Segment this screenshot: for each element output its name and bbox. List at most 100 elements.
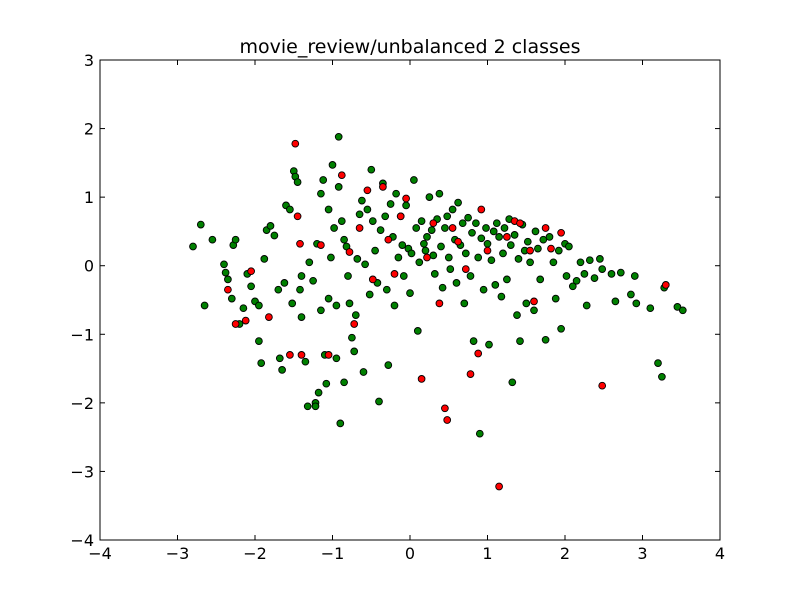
data-point bbox=[534, 244, 542, 253]
data-point bbox=[332, 354, 341, 363]
data-point bbox=[296, 285, 304, 294]
data-point bbox=[545, 233, 554, 241]
data-point bbox=[291, 139, 300, 148]
data-point bbox=[417, 217, 426, 225]
data-point bbox=[554, 246, 563, 255]
data-point bbox=[562, 272, 571, 280]
data-point bbox=[551, 294, 560, 303]
plot-frame bbox=[99, 59, 721, 541]
data-point bbox=[314, 388, 323, 397]
data-point bbox=[371, 246, 379, 255]
data-point bbox=[309, 276, 317, 285]
data-point bbox=[522, 299, 531, 308]
data-point bbox=[376, 226, 385, 234]
data-point bbox=[363, 186, 372, 195]
data-point bbox=[297, 313, 306, 321]
data-point bbox=[359, 368, 368, 376]
data-point bbox=[590, 274, 599, 282]
data-point bbox=[580, 270, 589, 278]
data-point bbox=[485, 340, 493, 349]
data-point bbox=[337, 217, 346, 225]
data-point bbox=[469, 337, 478, 345]
data-point bbox=[514, 255, 523, 263]
data-point bbox=[274, 285, 283, 294]
y-tick-label: −4 bbox=[70, 531, 94, 550]
data-point bbox=[327, 253, 335, 262]
data-point bbox=[430, 270, 439, 278]
data-point bbox=[466, 370, 475, 378]
data-point bbox=[363, 205, 372, 214]
data-point bbox=[557, 324, 565, 333]
data-point bbox=[319, 176, 328, 184]
data-point bbox=[311, 402, 320, 411]
x-tick-label: −3 bbox=[166, 544, 190, 563]
data-point bbox=[435, 189, 444, 198]
data-point bbox=[375, 397, 383, 406]
data-point bbox=[396, 212, 405, 221]
data-point bbox=[568, 282, 577, 291]
data-point bbox=[402, 194, 410, 203]
data-point bbox=[278, 366, 286, 374]
data-point bbox=[464, 213, 472, 222]
data-point bbox=[407, 249, 416, 258]
data-point bbox=[510, 231, 519, 239]
data-point bbox=[208, 235, 217, 244]
data-point bbox=[410, 176, 418, 184]
data-point bbox=[351, 311, 360, 319]
data-point bbox=[427, 226, 436, 234]
x-tick-label: −4 bbox=[88, 544, 112, 563]
data-point bbox=[678, 306, 687, 315]
x-tick-label: 1 bbox=[482, 544, 492, 563]
data-point bbox=[508, 378, 517, 387]
data-point bbox=[421, 246, 430, 255]
data-point bbox=[549, 258, 558, 267]
data-point bbox=[598, 381, 607, 390]
data-point bbox=[297, 351, 306, 359]
data-point bbox=[390, 301, 399, 310]
data-point bbox=[437, 242, 445, 251]
data-point bbox=[499, 249, 507, 258]
data-point bbox=[227, 294, 236, 303]
data-point bbox=[317, 189, 325, 198]
data-point bbox=[406, 289, 414, 297]
data-point bbox=[337, 171, 346, 180]
data-point bbox=[654, 359, 662, 367]
data-point bbox=[224, 285, 232, 294]
y-tick-label: 2 bbox=[84, 120, 94, 139]
data-point bbox=[474, 349, 483, 358]
data-point bbox=[489, 227, 498, 236]
data-point bbox=[425, 193, 434, 201]
data-point bbox=[353, 255, 362, 263]
data-point bbox=[576, 258, 585, 267]
data-point bbox=[384, 235, 393, 244]
data-point bbox=[477, 205, 486, 214]
data-point bbox=[413, 327, 422, 335]
y-axis: −4 −3 −2 −1 0 1 2 3 bbox=[70, 51, 720, 550]
data-point bbox=[492, 219, 501, 228]
data-point bbox=[461, 265, 470, 273]
data-point bbox=[483, 246, 492, 255]
x-axis: −4 −3 −2 −1 0 1 2 3 4 bbox=[88, 60, 725, 563]
x-tick-label: −1 bbox=[321, 544, 345, 563]
data-point bbox=[523, 237, 532, 246]
data-point bbox=[429, 219, 438, 228]
data-point bbox=[344, 272, 352, 280]
data-point bbox=[275, 354, 284, 363]
data-point bbox=[539, 235, 548, 244]
data-point bbox=[247, 267, 255, 276]
data-point bbox=[423, 253, 431, 262]
data-point bbox=[530, 306, 538, 315]
data-point bbox=[301, 357, 310, 366]
data-point bbox=[328, 161, 337, 169]
data-point bbox=[296, 239, 304, 248]
data-point bbox=[330, 224, 338, 232]
data-point bbox=[474, 253, 483, 262]
data-point bbox=[491, 281, 500, 289]
data-point bbox=[475, 429, 484, 438]
data-point bbox=[472, 219, 480, 228]
y-tick-label: 3 bbox=[84, 51, 94, 70]
data-point bbox=[322, 379, 331, 388]
x-tick-label: 0 bbox=[405, 544, 415, 563]
data-point bbox=[438, 283, 447, 292]
data-point bbox=[399, 272, 408, 280]
